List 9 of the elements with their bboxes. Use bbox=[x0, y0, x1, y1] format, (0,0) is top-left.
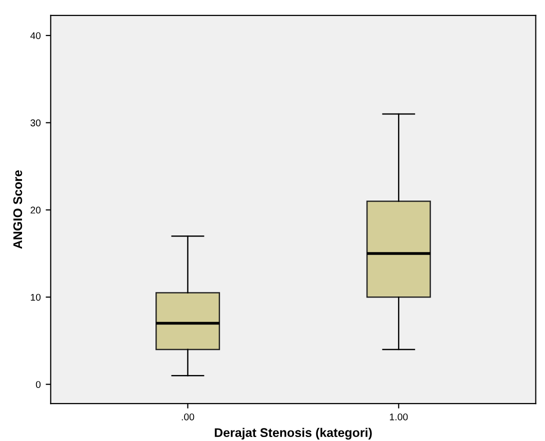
y-tick-label: 20 bbox=[30, 206, 41, 214]
y-tick-label: 40 bbox=[30, 32, 41, 40]
y-axis-title: ANGIO Score bbox=[13, 170, 22, 249]
x-tick-label: 1.00 bbox=[390, 413, 408, 420]
y-tick-label: 10 bbox=[30, 294, 41, 301]
y-tick-label: 30 bbox=[30, 119, 41, 126]
x-tick-label: .00 bbox=[182, 413, 194, 420]
x-axis-title: Derajat Stenosis (kategori) bbox=[214, 428, 372, 440]
y-tick-label: 0 bbox=[36, 381, 41, 388]
